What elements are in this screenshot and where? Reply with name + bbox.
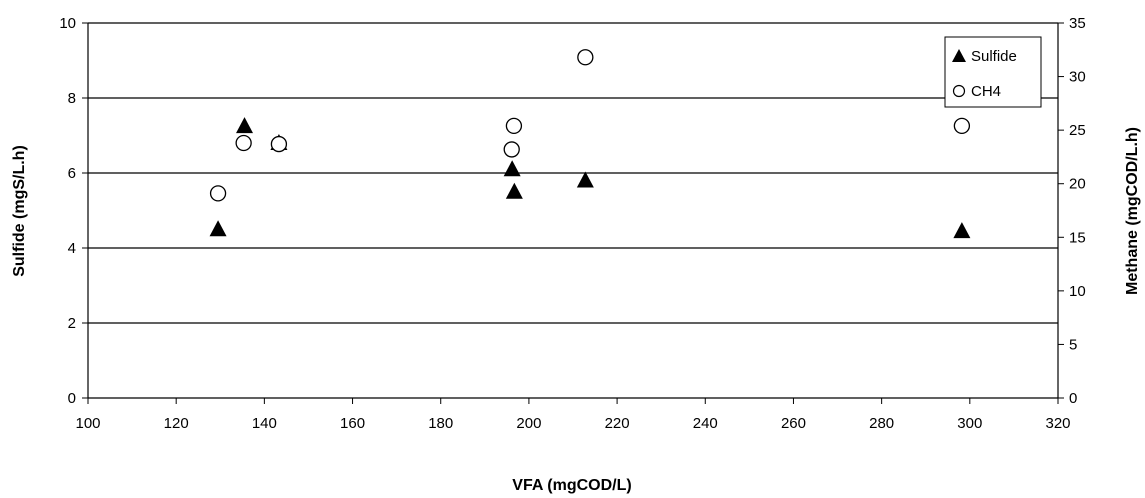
legend-ch4-marker xyxy=(952,84,966,98)
y-tick-label: 4 xyxy=(68,240,76,257)
y-tick-label: 6 xyxy=(68,165,76,182)
y2-tick-label: 30 xyxy=(1069,69,1086,86)
x-tick-label: 140 xyxy=(252,415,277,432)
sulfide-point xyxy=(576,171,594,188)
legend-sulfide-marker xyxy=(952,49,966,62)
x-tick-label: 180 xyxy=(428,415,453,432)
x-tick-label: 120 xyxy=(164,415,189,432)
y2-tick-label: 35 xyxy=(1069,15,1086,32)
sulfide-point xyxy=(953,222,971,239)
ch4-point xyxy=(577,49,594,66)
ch4-point xyxy=(953,117,971,135)
legend-label-ch4: CH4 xyxy=(971,83,1001,100)
x-axis-ticks: 100 120 140 160 180 200 220 240 260 280 300 320 xyxy=(75,398,1071,432)
y2-tick-label: 20 xyxy=(1069,176,1086,193)
y2-tick-label: 5 xyxy=(1069,336,1077,353)
x-tick-label: 160 xyxy=(340,415,365,432)
y2-tick-label: 25 xyxy=(1069,122,1086,139)
x-tick-label: 260 xyxy=(781,415,806,432)
y-tick-label: 0 xyxy=(68,390,76,407)
y-tick-label: 8 xyxy=(68,90,76,107)
ch4-point xyxy=(503,141,520,158)
x-axis-title: VFA (mgCOD/L) xyxy=(512,477,631,494)
legend: Sulfide CH4 xyxy=(944,36,1042,108)
sulfide-point xyxy=(209,220,227,237)
y-axis-ticks: 0 2 4 6 8 10 xyxy=(59,15,88,407)
y2-tick-label: 15 xyxy=(1069,229,1086,246)
y2-axis-ticks: 0 5 10 15 20 25 30 35 xyxy=(1058,15,1086,407)
x-tick-label: 300 xyxy=(957,415,982,432)
x-tick-label: 200 xyxy=(516,415,541,432)
data-points xyxy=(209,49,971,239)
sulfide-point xyxy=(505,182,523,199)
gridlines xyxy=(88,22,1058,324)
y-tick-label: 2 xyxy=(68,315,76,332)
y-tick-label: 10 xyxy=(59,15,76,32)
axes xyxy=(87,23,1059,399)
y2-tick-label: 10 xyxy=(1069,283,1086,300)
ch4-point xyxy=(505,117,523,135)
y2-tick-label: 0 xyxy=(1069,390,1077,407)
sulfide-point xyxy=(503,160,521,177)
x-tick-label: 280 xyxy=(869,415,894,432)
legend-label-sulfide: Sulfide xyxy=(971,48,1017,65)
x-tick-label: 240 xyxy=(693,415,718,432)
ch4-point xyxy=(209,185,227,202)
x-tick-label: 220 xyxy=(605,415,630,432)
sulfide-point xyxy=(236,117,254,134)
x-tick-label: 100 xyxy=(75,415,100,432)
y2-axis-title: Methane (mgCOD/L.h) xyxy=(1124,127,1141,295)
ch4-point xyxy=(270,135,288,153)
ch4-point xyxy=(235,134,252,152)
x-tick-label: 320 xyxy=(1045,415,1070,432)
y-axis-title: Sulfide (mgS/L.h) xyxy=(11,145,28,277)
